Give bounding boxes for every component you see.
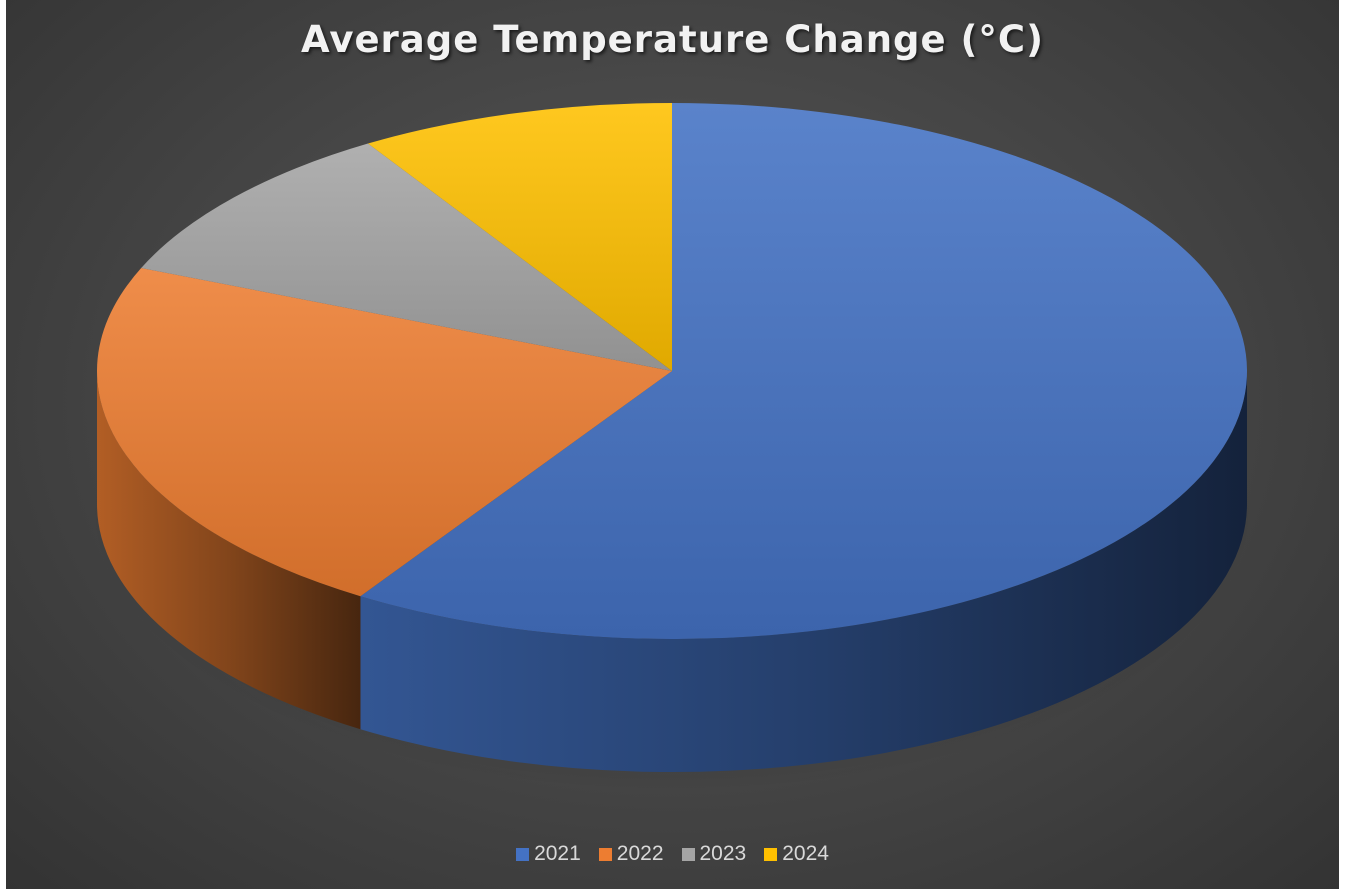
- legend-swatch: [598, 847, 612, 861]
- legend-item-2022: 2022: [598, 842, 664, 866]
- legend-label: 2022: [616, 842, 664, 865]
- legend-swatch: [764, 847, 778, 861]
- pie-slice-2022: [97, 267, 673, 597]
- chart-title: Average Temperature Change (°C): [301, 18, 1044, 61]
- chart-legend: 2021 2022 2023 2024: [6, 842, 1339, 866]
- legend-label: 2024: [782, 842, 829, 865]
- chart-area: Average Temperature Change (°C) 2021 2022…: [6, 0, 1339, 889]
- legend-item-2024: 2024: [764, 842, 829, 866]
- pie-side-2021: [360, 371, 1247, 772]
- legend-item-2021: 2021: [516, 842, 581, 866]
- pie-chart: [87, 103, 1257, 792]
- legend-label: 2021: [534, 842, 581, 865]
- legend-item-2023: 2023: [681, 842, 747, 866]
- pie-slice-2024: [367, 103, 672, 371]
- pie-slice-2023: [141, 143, 673, 371]
- legend-swatch: [516, 847, 530, 861]
- pie-slice-2021: [360, 103, 1248, 639]
- pie-side-2022: [97, 371, 361, 730]
- legend-label: 2023: [699, 842, 747, 865]
- legend-swatch: [681, 847, 695, 861]
